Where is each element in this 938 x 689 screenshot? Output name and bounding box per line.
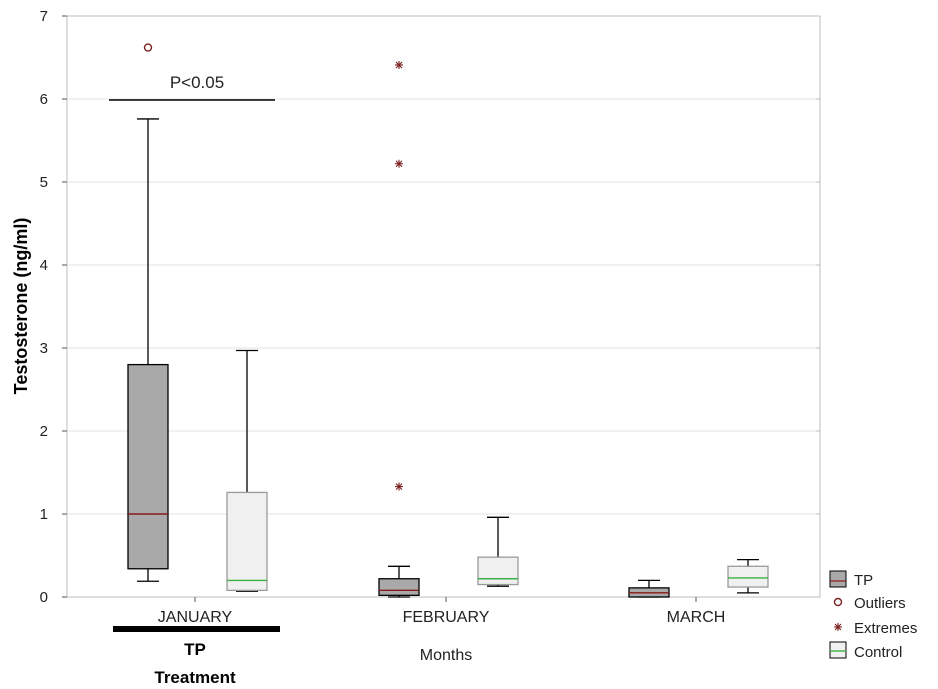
legend-tp-label: TP — [854, 572, 873, 589]
legend-tp-swatch — [829, 570, 847, 588]
tick-label-y-4: 4 — [40, 257, 48, 274]
legend-outlier-icon — [833, 597, 843, 607]
y-axis-title: Testosterone (ng/ml) — [11, 218, 31, 395]
treatment-caption: Treatment — [154, 668, 236, 687]
tick-label-y-2: 2 — [40, 423, 48, 440]
legend-control-label: Control — [854, 644, 902, 661]
box-tp-january — [127, 43, 169, 582]
plot-area — [66, 15, 821, 598]
box-iqr — [226, 491, 268, 592]
box-control-january — [226, 349, 268, 592]
box-control-march — [727, 559, 769, 594]
legend-item-tp: TP — [829, 570, 873, 589]
legend-item-control: Control — [829, 641, 902, 661]
extreme-stroke — [395, 61, 403, 69]
legend-outliers-label: Outliers — [854, 595, 906, 612]
extreme-stroke — [395, 160, 403, 168]
legend-control-swatch — [829, 641, 847, 659]
box-iqr — [727, 565, 769, 588]
category-label-march: MARCH — [667, 609, 726, 626]
x-axis-title: Months — [420, 647, 472, 664]
box-control-february — [477, 516, 519, 587]
category-label-february: FEBRUARY — [403, 609, 490, 626]
legend-extremes-label: Extremes — [854, 620, 917, 637]
treatment-group-label: TP — [184, 640, 206, 659]
category-label-january: JANUARY — [158, 609, 233, 626]
legend-item-outliers: Outliers — [833, 595, 906, 612]
box-series — [127, 43, 769, 598]
box-tp-march — [628, 579, 670, 598]
extreme-point — [395, 482, 403, 491]
y-axis-ticks: 0 1 2 3 4 5 6 7 — [40, 8, 820, 606]
tick-label-y-1: 1 — [40, 506, 48, 523]
legend: TP Outliers Extremes Control — [829, 570, 917, 661]
tick-label-y-6: 6 — [40, 91, 48, 108]
box-tp-february — [378, 60, 420, 598]
box-iqr — [378, 578, 420, 596]
y-gridlines — [67, 98, 820, 515]
legend-item-extremes: Extremes — [834, 620, 917, 637]
extreme-point — [395, 159, 403, 168]
outlier-point — [143, 43, 153, 52]
legend-extreme-icon — [834, 623, 842, 631]
box-iqr — [127, 363, 169, 570]
tick-label-y-3: 3 — [40, 340, 48, 357]
tick-label-y-5: 5 — [40, 174, 48, 191]
category-labels: JANUARY FEBRUARY MARCH — [158, 597, 726, 626]
tick-label-y-0: 0 — [40, 589, 48, 606]
box-iqr — [477, 556, 519, 586]
tick-label-y-7: 7 — [40, 8, 48, 25]
extreme-stroke — [395, 483, 403, 490]
significance-label: P<0.05 — [170, 73, 224, 92]
extreme-point — [395, 60, 403, 69]
